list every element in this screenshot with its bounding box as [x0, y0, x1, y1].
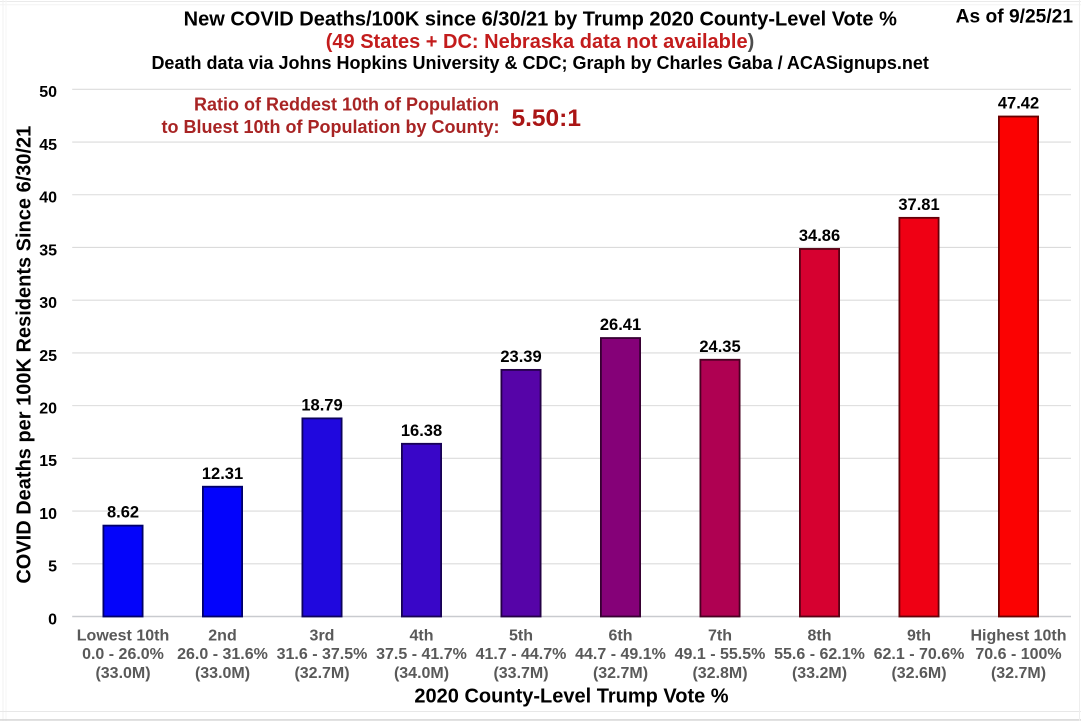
svg-text:As of 9/25/21: As of 9/25/21 [956, 7, 1074, 28]
svg-text:COVID Deaths per 100K Resident: COVID Deaths per 100K Residents Since 6/… [13, 126, 35, 584]
svg-text:9th: 9th [907, 628, 931, 645]
svg-text:16.38: 16.38 [401, 422, 442, 440]
svg-text:7th: 7th [708, 628, 732, 645]
svg-text:31.6 - 37.5%: 31.6 - 37.5% [277, 646, 368, 663]
svg-text:18.79: 18.79 [301, 397, 342, 415]
svg-text:5.50:1: 5.50:1 [512, 105, 581, 132]
svg-text:2nd: 2nd [208, 628, 236, 645]
svg-text:30: 30 [39, 295, 57, 312]
svg-text:3rd: 3rd [310, 628, 335, 645]
svg-text:40: 40 [39, 190, 57, 207]
svg-text:62.1 - 70.6%: 62.1 - 70.6% [874, 646, 965, 663]
svg-text:(33.2M): (33.2M) [792, 665, 847, 682]
svg-text:15: 15 [39, 453, 57, 470]
svg-text:Highest 10th: Highest 10th [970, 628, 1066, 645]
svg-text:23.39: 23.39 [500, 348, 541, 366]
svg-text:37.5 - 41.7%: 37.5 - 41.7% [376, 646, 467, 663]
svg-text:0.0 - 26.0%: 0.0 - 26.0% [82, 646, 164, 663]
svg-text:35: 35 [39, 242, 57, 259]
svg-text:(32.6M): (32.6M) [891, 665, 946, 682]
svg-text:(32.7M): (32.7M) [991, 665, 1046, 682]
svg-text:37.81: 37.81 [898, 196, 939, 214]
svg-text:44.7 - 49.1%: 44.7 - 49.1% [575, 646, 666, 663]
svg-text:45: 45 [39, 137, 57, 154]
svg-text:Death data via Johns Hopkins U: Death data via Johns Hopkins University … [151, 53, 929, 73]
svg-text:50: 50 [39, 84, 57, 101]
svg-text:8th: 8th [808, 628, 832, 645]
svg-text:8.62: 8.62 [107, 504, 139, 522]
svg-text:(32.7M): (32.7M) [593, 665, 648, 682]
svg-text:70.6 - 100%: 70.6 - 100% [975, 646, 1061, 663]
svg-text:49.1 - 55.5%: 49.1 - 55.5% [675, 646, 766, 663]
svg-text:47.42: 47.42 [998, 95, 1039, 113]
svg-text:0: 0 [48, 611, 57, 628]
svg-text:10: 10 [39, 506, 57, 523]
svg-text:34.86: 34.86 [799, 227, 840, 245]
svg-text:(34.0M): (34.0M) [394, 665, 449, 682]
svg-text:26.41: 26.41 [600, 316, 641, 334]
svg-text:(33.7M): (33.7M) [493, 665, 548, 682]
svg-text:4th: 4th [410, 628, 434, 645]
svg-text:20: 20 [39, 401, 57, 418]
svg-text:to Bluest 10th of Population b: to Bluest 10th of Population by County: [162, 117, 500, 137]
svg-text:55.6 - 62.1%: 55.6 - 62.1% [774, 646, 865, 663]
svg-text:12.31: 12.31 [202, 465, 243, 483]
svg-text:2020 County-Level Trump Vote %: 2020 County-Level Trump Vote % [414, 686, 728, 708]
svg-text:(49 States + DC: Nebraska data: (49 States + DC: Nebraska data not avail… [326, 31, 755, 53]
svg-text:New COVID Deaths/100K since 6/: New COVID Deaths/100K since 6/30/21 by T… [184, 8, 897, 30]
svg-text:(32.8M): (32.8M) [692, 665, 747, 682]
svg-text:24.35: 24.35 [699, 338, 740, 356]
svg-text:26.0 - 31.6%: 26.0 - 31.6% [177, 646, 268, 663]
svg-text:(33.0M): (33.0M) [195, 665, 250, 682]
svg-text:41.7 - 44.7%: 41.7 - 44.7% [476, 646, 567, 663]
svg-text:(33.0M): (33.0M) [95, 665, 150, 682]
svg-text:6th: 6th [609, 628, 633, 645]
svg-text:(32.7M): (32.7M) [294, 665, 349, 682]
svg-text:5: 5 [48, 559, 57, 576]
svg-text:Lowest 10th: Lowest 10th [77, 628, 169, 645]
svg-text:25: 25 [39, 348, 57, 365]
svg-text:Ratio of Reddest 10th of Popul: Ratio of Reddest 10th of Population [194, 94, 499, 114]
svg-text:5th: 5th [509, 628, 533, 645]
